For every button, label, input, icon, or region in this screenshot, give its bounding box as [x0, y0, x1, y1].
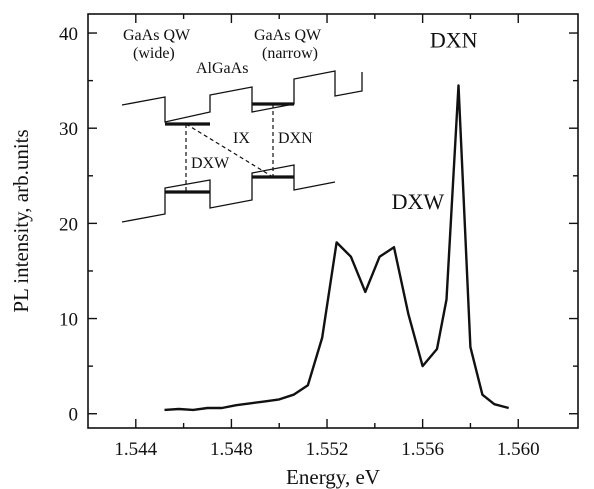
x-tick-label: 1.552	[306, 439, 349, 460]
plot-frame	[87, 13, 579, 429]
y-tick-label: 20	[59, 214, 78, 235]
peak-annotation: DXW	[392, 189, 445, 214]
inset-label-qw-narrow-1: GaAs QW	[254, 27, 322, 44]
inset-label-dxw: DXW	[191, 155, 230, 172]
y-tick-label: 0	[69, 405, 79, 426]
y-axis-title: PL intensity, arb.units	[9, 129, 33, 312]
conduction-band-edge	[121, 70, 363, 123]
x-tick-label: 1.544	[114, 439, 157, 460]
inset-label-qw-narrow-2: (narrow)	[262, 45, 318, 62]
series-line	[164, 84, 510, 412]
y-tick-label: 10	[59, 310, 78, 331]
inset-label-qw-wide-1: GaAs QW	[123, 27, 191, 44]
plot-area	[164, 84, 510, 412]
y-tick-label: 30	[59, 119, 78, 140]
ix-transition	[185, 123, 274, 178]
inset-label-qw-wide-2: (wide)	[133, 45, 175, 62]
annotations: DXW DXN	[392, 27, 478, 214]
peak-annotation: DXN	[430, 27, 478, 52]
inset-label-ix: IX	[233, 130, 250, 147]
x-tick-label: 1.556	[401, 439, 444, 460]
y-tick-label: 40	[59, 24, 78, 45]
x-tick-label: 1.560	[497, 439, 540, 460]
band-diagram-inset: GaAs QW (wide) AlGaAs GaAs QW (narrow) I…	[121, 27, 363, 223]
valence-band-edge	[121, 164, 336, 223]
x-tick-label: 1.548	[210, 439, 253, 460]
inset-label-barrier: AlGaAs	[196, 60, 248, 77]
axes: 1.544 1.548 1.552 1.556 1.560 0 10 20 30 40 Energy…	[9, 13, 579, 489]
x-axis-title: Energy, eV	[286, 465, 380, 489]
inset-label-dxn: DXN	[278, 130, 313, 147]
